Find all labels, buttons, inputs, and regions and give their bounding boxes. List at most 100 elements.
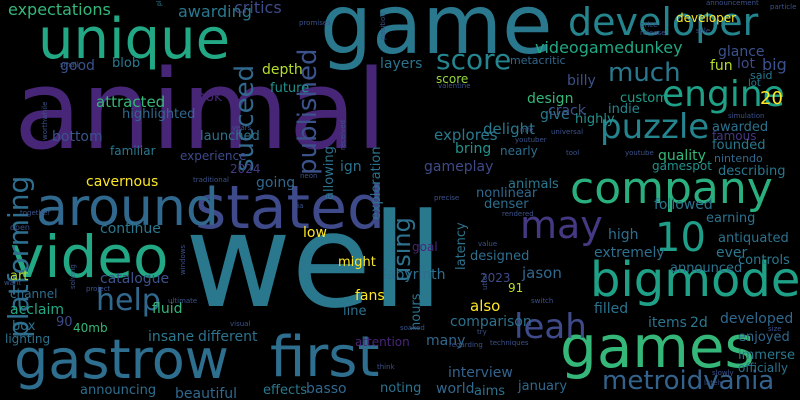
word-critics: critics [234, 0, 282, 17]
word-design: design [527, 91, 574, 107]
word-founded: founded [712, 138, 766, 153]
word-attention: attention [355, 335, 410, 349]
word-lately: lately [704, 379, 724, 387]
word-announcement: announcement [706, 0, 759, 7]
word-animal: animal [14, 46, 387, 174]
word-universal: universal [551, 128, 584, 136]
word-stated: stated [195, 173, 386, 243]
word-lot-small: lot [748, 78, 761, 89]
word-art: art [10, 269, 29, 284]
word-lot: lot [737, 56, 755, 72]
word-received: received [339, 119, 347, 150]
word-labyrinth: labyrinth [383, 267, 446, 283]
word-youtuber: youtuber [515, 136, 547, 144]
word-highly: highly [575, 112, 615, 127]
word-good: good [60, 58, 95, 74]
word-sole: sole [696, 27, 711, 35]
word-puzzle: puzzle [600, 107, 710, 147]
word-blob: blob [112, 56, 141, 71]
word-release: release [640, 29, 666, 37]
word-fluid: fluid [152, 301, 183, 317]
word-layers: layers [380, 56, 423, 72]
word-playstation: playstation [156, 0, 163, 6]
word-company: company [570, 163, 773, 214]
word-experience: experience [180, 149, 247, 163]
word-20: 20 [760, 88, 783, 109]
word-beautiful: beautiful [175, 386, 238, 400]
word-launched: launched [200, 129, 260, 144]
word-earning: earning [706, 211, 756, 226]
word-games: games [560, 313, 755, 381]
word-billy: billy [567, 73, 596, 89]
word-leah: leah [514, 307, 587, 347]
word-bigmode: bigmode [590, 252, 800, 308]
word-highlighted: highlighted [122, 107, 196, 122]
word-first: first [270, 325, 380, 390]
word-nearly: nearly [500, 144, 538, 158]
word-goal: goal [412, 240, 438, 254]
word-switch: switch [531, 297, 554, 305]
word-catalogue: catalogue [100, 271, 170, 287]
word-immerse: immerse [738, 348, 796, 363]
word-valentine: valentine [438, 82, 471, 90]
word-said: said [750, 69, 773, 82]
word-controls: controls [738, 253, 790, 268]
word-describing: describing [718, 164, 786, 179]
word-regarding: regarding [449, 341, 483, 349]
word-help: help [96, 283, 161, 318]
word-antiquated: antiquated [718, 231, 789, 246]
word-around: around [36, 178, 219, 238]
word-nintendo: nintendo [714, 152, 763, 165]
word-delight: delight [483, 120, 535, 138]
word-followed: followed [654, 197, 713, 213]
word-custom: custom [620, 91, 668, 106]
word-traditional: traditional [193, 176, 229, 184]
word-engine: engine [662, 74, 785, 115]
word-developer-large: developer [568, 0, 759, 44]
word-announcing: announcing [80, 383, 157, 398]
word-utter: utter [481, 272, 489, 290]
word-slowly: slowly [712, 369, 734, 377]
word-bring: bring [455, 141, 492, 157]
word-want: want [4, 279, 22, 287]
word-particle: particle [770, 3, 797, 11]
word-items: items [648, 315, 687, 331]
word-precise: precise [434, 194, 460, 202]
word-depth: depth [262, 62, 303, 78]
word-comparison: comparison [450, 314, 532, 330]
word-also: also [470, 297, 501, 315]
word-latency: latency [454, 222, 469, 270]
word-40mb: 40mb [73, 321, 108, 335]
word-metroidvania: metroidvania [602, 366, 775, 396]
word-extremely: extremely [594, 245, 665, 261]
word-video: video [10, 223, 169, 291]
word-game: game [320, 0, 553, 73]
word-acclaim: acclaim [10, 302, 64, 318]
word-90: 90 [56, 315, 73, 330]
word-neon: neon [300, 172, 318, 180]
word-youtube: youtube [625, 149, 654, 157]
word-score-large: score [436, 43, 512, 76]
word-soaked: soaked [400, 324, 425, 332]
word-channel: channel [10, 287, 58, 301]
word-enjoyed: enjoyed [738, 330, 790, 345]
word-unique: unique [38, 7, 231, 72]
word-project: project [86, 285, 111, 293]
word-crack: crack [548, 103, 586, 119]
word-designed: designed [470, 249, 530, 264]
word-explores: explores [434, 126, 498, 144]
word-ultimate: ultimate [168, 297, 198, 305]
word-lighting: lighting [5, 332, 51, 346]
word-bottom: bottom [52, 129, 103, 145]
word-simulation: simulation [728, 112, 765, 120]
word-together: together [20, 209, 51, 217]
word-tool: tool [566, 149, 580, 157]
word-open: open [10, 223, 30, 232]
word-officially: officially [738, 361, 788, 375]
word-different: different [198, 329, 258, 345]
word-jason: jason [522, 264, 562, 282]
word-gastrow: gastrow [14, 328, 229, 391]
word-visual: visual [230, 320, 251, 328]
word-awarding: awarding [178, 2, 252, 21]
word-2023: 2023 [480, 271, 511, 285]
